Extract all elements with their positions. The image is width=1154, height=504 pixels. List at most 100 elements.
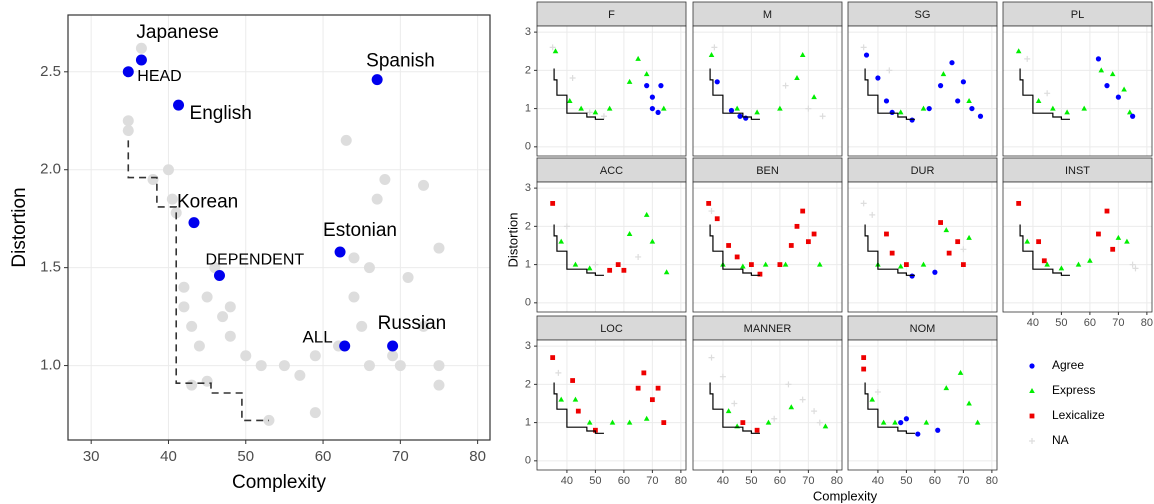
point: [1130, 113, 1136, 119]
x-tick-label: 40: [872, 475, 884, 487]
point: [811, 231, 817, 237]
legend-key: [1029, 388, 1035, 393]
x-tick-label: 70: [1112, 317, 1124, 329]
point: [816, 419, 823, 426]
point: [960, 246, 967, 253]
point: [586, 419, 593, 425]
y-tick-label: 1.0: [40, 357, 61, 374]
plot-background: [68, 15, 490, 440]
point: [418, 320, 430, 332]
point-label: Japanese: [136, 22, 218, 43]
point: [977, 113, 984, 119]
frontier-line: [127, 140, 269, 422]
point: [555, 369, 562, 376]
point: [1132, 265, 1139, 272]
point: [889, 109, 895, 116]
point: [926, 105, 932, 112]
plot-border: [67, 14, 491, 441]
point: [869, 211, 876, 218]
point: [932, 269, 938, 275]
facet-title: F: [608, 9, 615, 21]
panel-border: [536, 25, 687, 157]
point: [782, 82, 789, 89]
y-tick-label: 2: [525, 220, 531, 232]
point: [920, 261, 927, 267]
point: [740, 420, 746, 425]
point: [923, 419, 930, 425]
panel-border: [692, 181, 843, 313]
point: [794, 75, 800, 80]
point: [816, 261, 823, 267]
labeled-point: [135, 54, 147, 66]
point: [1024, 238, 1031, 244]
point: [626, 419, 633, 425]
labeled-point: [122, 66, 134, 78]
point: [1087, 257, 1093, 263]
frontier-line: [553, 224, 604, 276]
point: [162, 164, 174, 176]
panel-background: [1003, 182, 1152, 312]
panel-border: [847, 339, 998, 471]
frontier-line: [864, 382, 915, 434]
point: [880, 419, 887, 425]
frontier-line: [553, 382, 604, 434]
point: [621, 267, 627, 273]
point: [960, 262, 966, 267]
point: [957, 369, 964, 375]
panel-background: [537, 26, 686, 156]
labeled-point: [339, 340, 351, 352]
point: [643, 211, 650, 217]
point: [635, 253, 642, 260]
point: [387, 350, 399, 362]
point: [348, 252, 360, 264]
facet-title: DUR: [911, 165, 935, 177]
point: [135, 42, 147, 54]
x-tick-label: 60: [929, 475, 941, 487]
point-label: Spanish: [366, 51, 435, 72]
legend-key: [1029, 413, 1035, 419]
labeled-point: [213, 269, 225, 281]
point: [909, 273, 915, 279]
panel-border: [847, 181, 998, 313]
point: [708, 52, 715, 58]
point: [966, 400, 972, 406]
point: [363, 360, 375, 372]
point-label: HEAD: [137, 68, 181, 85]
point: [549, 44, 556, 51]
x-tick-label: 40: [1027, 317, 1039, 329]
point: [635, 55, 641, 61]
point: [550, 355, 556, 360]
point: [966, 234, 972, 240]
facet-strip: [1002, 157, 1153, 183]
point: [883, 98, 890, 104]
point: [615, 262, 621, 267]
point: [592, 261, 599, 268]
point: [649, 397, 655, 403]
point: [294, 369, 306, 381]
x-tick-label: 60: [618, 475, 630, 487]
point: [1104, 83, 1110, 89]
y-tick-label: 0: [525, 297, 531, 309]
y-axis-title: Distortion: [9, 187, 30, 267]
y-tick-label: 3: [525, 26, 531, 38]
y-axis-title: Distortion: [505, 213, 520, 268]
point: [1081, 105, 1087, 111]
point: [1121, 86, 1127, 92]
point: [371, 193, 383, 205]
point: [943, 227, 950, 233]
facet-strip: [847, 1, 998, 27]
point: [643, 71, 650, 77]
y-tick-label: 2: [525, 64, 531, 76]
point: [1126, 109, 1133, 115]
point: [777, 262, 783, 267]
point: [785, 381, 792, 388]
x-tick-label: 80: [831, 475, 843, 487]
point: [635, 385, 641, 391]
point: [309, 407, 321, 419]
point: [593, 427, 598, 433]
y-tick-label: 2: [525, 378, 531, 390]
point: [240, 350, 252, 362]
facet-strip: [1002, 1, 1153, 27]
point: [771, 415, 778, 422]
point: [340, 134, 352, 146]
